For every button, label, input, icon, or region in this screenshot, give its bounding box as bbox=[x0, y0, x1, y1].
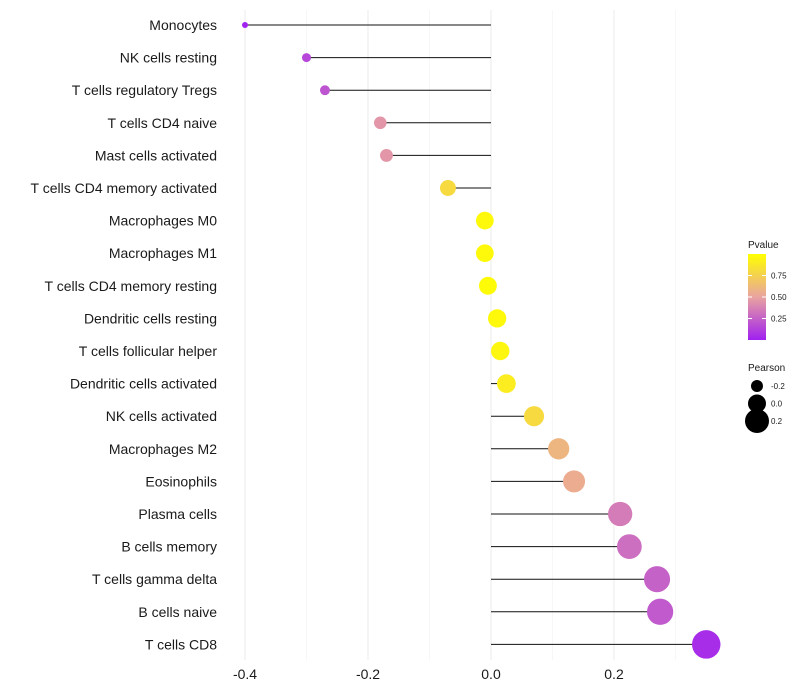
category-label: NK cells resting bbox=[120, 50, 217, 66]
lollipop-dot bbox=[320, 85, 330, 96]
pvalue-tick-label: 0.75 bbox=[771, 272, 787, 281]
lollipop-dot bbox=[563, 470, 586, 493]
category-label: NK cells activated bbox=[106, 408, 217, 424]
lollipop-dot bbox=[524, 406, 545, 427]
lollipop-dot bbox=[380, 148, 393, 162]
pearson-legend-dot bbox=[748, 394, 766, 413]
lollipop-dot bbox=[548, 438, 570, 460]
lollipop-dots bbox=[242, 22, 721, 659]
category-label: T cells CD4 memory activated bbox=[31, 180, 217, 196]
lollipop-dot bbox=[476, 244, 494, 263]
x-tick-label: -0.4 bbox=[233, 666, 257, 682]
lollipop-dot bbox=[644, 566, 671, 593]
lollipop-dot bbox=[692, 630, 721, 659]
lollipop-dot bbox=[491, 341, 510, 361]
lollipop-dot bbox=[608, 501, 633, 527]
category-label: Macrophages M2 bbox=[109, 441, 217, 457]
category-label: Monocytes bbox=[149, 17, 217, 33]
lollipop-dot bbox=[440, 180, 456, 196]
lollipop-dot bbox=[476, 211, 494, 230]
pearson-legend-keys: -0.2 0.0 0.2 bbox=[745, 380, 785, 433]
x-axis-ticks: -0.4 -0.2 0.0 0.2 bbox=[233, 666, 624, 682]
lollipop-dot bbox=[242, 22, 248, 28]
category-label: T cells CD4 memory resting bbox=[45, 278, 217, 294]
category-label: Dendritic cells activated bbox=[70, 376, 217, 392]
grid-lines bbox=[244, 10, 676, 660]
category-label: T cells regulatory Tregs bbox=[72, 82, 217, 98]
pearson-legend-label: 0.2 bbox=[771, 417, 783, 426]
category-label: B cells memory bbox=[121, 539, 217, 555]
pearson-legend-label: -0.2 bbox=[771, 382, 785, 391]
legend: Pvalue 0.25 0.50 0.75 Pearson -0.2 0.0 0.2 bbox=[745, 240, 787, 433]
pvalue-tick-label: 0.50 bbox=[771, 293, 787, 302]
category-label: T cells CD4 naive bbox=[108, 115, 218, 131]
pearson-legend-dot bbox=[751, 380, 763, 392]
lollipop-dot bbox=[497, 374, 516, 393]
category-label: T cells follicular helper bbox=[79, 343, 218, 359]
pearson-legend-dot bbox=[745, 409, 769, 433]
pearson-legend-label: 0.0 bbox=[771, 400, 783, 409]
lollipop-dot bbox=[647, 598, 674, 625]
category-label: Dendritic cells resting bbox=[84, 310, 217, 326]
pvalue-legend-title: Pvalue bbox=[748, 240, 779, 251]
x-tick-label: -0.2 bbox=[356, 666, 380, 682]
category-label: Eosinophils bbox=[145, 473, 217, 489]
category-label: T cells CD8 bbox=[145, 636, 217, 652]
pvalue-colorbar bbox=[748, 254, 766, 340]
lollipop-dot bbox=[374, 116, 387, 130]
category-labels: Monocytes NK cells resting T cells regulat… bbox=[31, 17, 218, 652]
pearson-legend-title: Pearson bbox=[748, 363, 785, 374]
x-tick-label: 0.0 bbox=[481, 666, 501, 682]
pvalue-legend-ticks: 0.25 0.50 0.75 bbox=[748, 272, 787, 324]
category-label: T cells gamma delta bbox=[92, 571, 217, 587]
lollipop-dot bbox=[617, 534, 642, 559]
x-tick-label: 0.2 bbox=[604, 666, 624, 682]
category-label: Mast cells activated bbox=[95, 147, 217, 163]
lollipop-dot bbox=[479, 276, 497, 295]
lollipop-dot bbox=[488, 309, 507, 328]
category-label: Plasma cells bbox=[138, 506, 217, 522]
category-label: Macrophages M0 bbox=[109, 213, 217, 229]
category-label: B cells naive bbox=[138, 604, 217, 620]
pvalue-tick-label: 0.25 bbox=[771, 315, 787, 324]
category-label: Macrophages M1 bbox=[109, 245, 217, 261]
lollipop-dot bbox=[302, 53, 311, 63]
